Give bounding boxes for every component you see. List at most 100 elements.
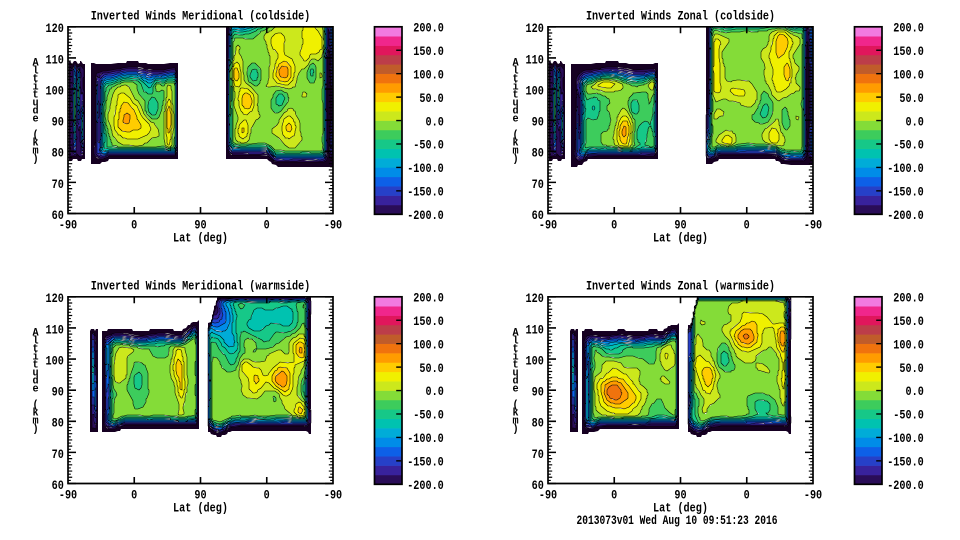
svg-text:90: 90: [532, 385, 544, 400]
svg-text:90: 90: [194, 218, 206, 233]
svg-text:-90: -90: [539, 488, 557, 503]
svg-text:0: 0: [744, 218, 750, 233]
svg-text:Inverted Winds Meridional (war: Inverted Winds Meridional (warmside): [91, 279, 311, 294]
svg-text:200.0: 200.0: [893, 21, 924, 36]
svg-text:k: k: [512, 138, 518, 150]
svg-text:A: A: [512, 328, 518, 340]
svg-text:200.0: 200.0: [413, 21, 444, 36]
svg-text:-100.0: -100.0: [887, 161, 924, 176]
svg-text:80: 80: [532, 146, 544, 161]
svg-text:-90: -90: [804, 218, 822, 233]
svg-text:A: A: [32, 328, 38, 340]
svg-text:0: 0: [131, 218, 137, 233]
svg-text:120: 120: [46, 21, 64, 36]
svg-text:): ): [32, 424, 38, 436]
svg-text:t: t: [32, 74, 38, 86]
svg-text:-50.0: -50.0: [413, 408, 444, 423]
svg-text:l: l: [512, 66, 518, 78]
svg-text:-100.0: -100.0: [407, 161, 444, 176]
svg-text:-150.0: -150.0: [887, 185, 924, 200]
svg-text:u: u: [32, 98, 38, 110]
svg-text:50.0: 50.0: [419, 91, 444, 106]
svg-text:-90: -90: [324, 218, 342, 233]
svg-text:60: 60: [532, 208, 544, 223]
svg-text:0: 0: [611, 488, 617, 503]
svg-text:i: i: [512, 82, 518, 94]
svg-text:k: k: [32, 138, 38, 150]
svg-text:0: 0: [131, 488, 137, 503]
svg-text:100.0: 100.0: [893, 67, 924, 82]
svg-text:80: 80: [532, 416, 544, 431]
svg-text:60: 60: [52, 208, 64, 223]
svg-text:-50.0: -50.0: [893, 408, 924, 423]
svg-text:Lat (deg): Lat (deg): [173, 231, 228, 246]
svg-text:80: 80: [52, 146, 64, 161]
svg-text:-200.0: -200.0: [887, 208, 924, 223]
svg-text:100.0: 100.0: [893, 337, 924, 352]
svg-text:e: e: [512, 384, 518, 396]
svg-text:i: i: [32, 82, 38, 94]
svg-text:t: t: [32, 90, 38, 102]
svg-text:100.0: 100.0: [413, 337, 444, 352]
svg-text:(: (: [512, 130, 518, 142]
svg-text:u: u: [512, 368, 518, 380]
svg-text:0: 0: [611, 218, 617, 233]
svg-text:70: 70: [532, 177, 544, 192]
svg-text:-90: -90: [539, 218, 557, 233]
svg-text:50.0: 50.0: [419, 361, 444, 376]
svg-text:e: e: [512, 114, 518, 126]
svg-text:-150.0: -150.0: [887, 455, 924, 470]
svg-text:100: 100: [46, 83, 64, 98]
svg-text:d: d: [32, 106, 38, 118]
svg-text:e: e: [32, 114, 38, 126]
svg-text:70: 70: [52, 177, 64, 192]
svg-text:150.0: 150.0: [893, 44, 924, 59]
svg-text:110: 110: [526, 52, 544, 67]
svg-text:-50.0: -50.0: [893, 138, 924, 153]
svg-text:90: 90: [52, 385, 64, 400]
svg-text:Inverted Winds Meridional (col: Inverted Winds Meridional (coldside): [91, 9, 311, 24]
svg-text:70: 70: [532, 447, 544, 462]
svg-text:120: 120: [46, 291, 64, 306]
svg-text:t: t: [512, 90, 518, 102]
svg-text:120: 120: [526, 291, 544, 306]
svg-text:-100.0: -100.0: [407, 431, 444, 446]
svg-text:t: t: [512, 344, 518, 356]
svg-text:150.0: 150.0: [413, 314, 444, 329]
svg-text:0: 0: [264, 488, 270, 503]
svg-text:-90: -90: [59, 218, 77, 233]
svg-text:60: 60: [52, 478, 64, 493]
svg-text:-100.0: -100.0: [887, 431, 924, 446]
svg-text:u: u: [512, 98, 518, 110]
svg-text:120: 120: [526, 21, 544, 36]
svg-text:100.0: 100.0: [413, 67, 444, 82]
svg-text:d: d: [512, 376, 518, 388]
svg-text:i: i: [512, 352, 518, 364]
svg-text:A: A: [32, 58, 38, 70]
svg-text:0: 0: [744, 488, 750, 503]
svg-text:100: 100: [526, 353, 544, 368]
svg-text:t: t: [512, 74, 518, 86]
svg-text:Inverted Winds Zonal (warmside: Inverted Winds Zonal (warmside): [586, 279, 775, 294]
svg-text:100: 100: [46, 353, 64, 368]
svg-text:m: m: [32, 416, 38, 428]
svg-text:l: l: [32, 336, 38, 348]
svg-text:A: A: [512, 58, 518, 70]
svg-text:e: e: [32, 384, 38, 396]
svg-text:0.0: 0.0: [906, 384, 924, 399]
svg-text:-200.0: -200.0: [407, 208, 444, 223]
svg-text:90: 90: [674, 488, 686, 503]
svg-text:Lat (deg): Lat (deg): [173, 501, 228, 516]
svg-text:0.0: 0.0: [426, 114, 444, 129]
svg-text:80: 80: [52, 416, 64, 431]
svg-text:d: d: [32, 376, 38, 388]
svg-text:d: d: [512, 106, 518, 118]
svg-text:(: (: [32, 400, 38, 412]
svg-text:100: 100: [526, 83, 544, 98]
svg-text:): ): [512, 154, 518, 166]
svg-text:-50.0: -50.0: [413, 138, 444, 153]
svg-text:k: k: [512, 408, 518, 420]
svg-text:150.0: 150.0: [893, 314, 924, 329]
svg-text:m: m: [512, 416, 518, 428]
svg-text:0.0: 0.0: [426, 384, 444, 399]
